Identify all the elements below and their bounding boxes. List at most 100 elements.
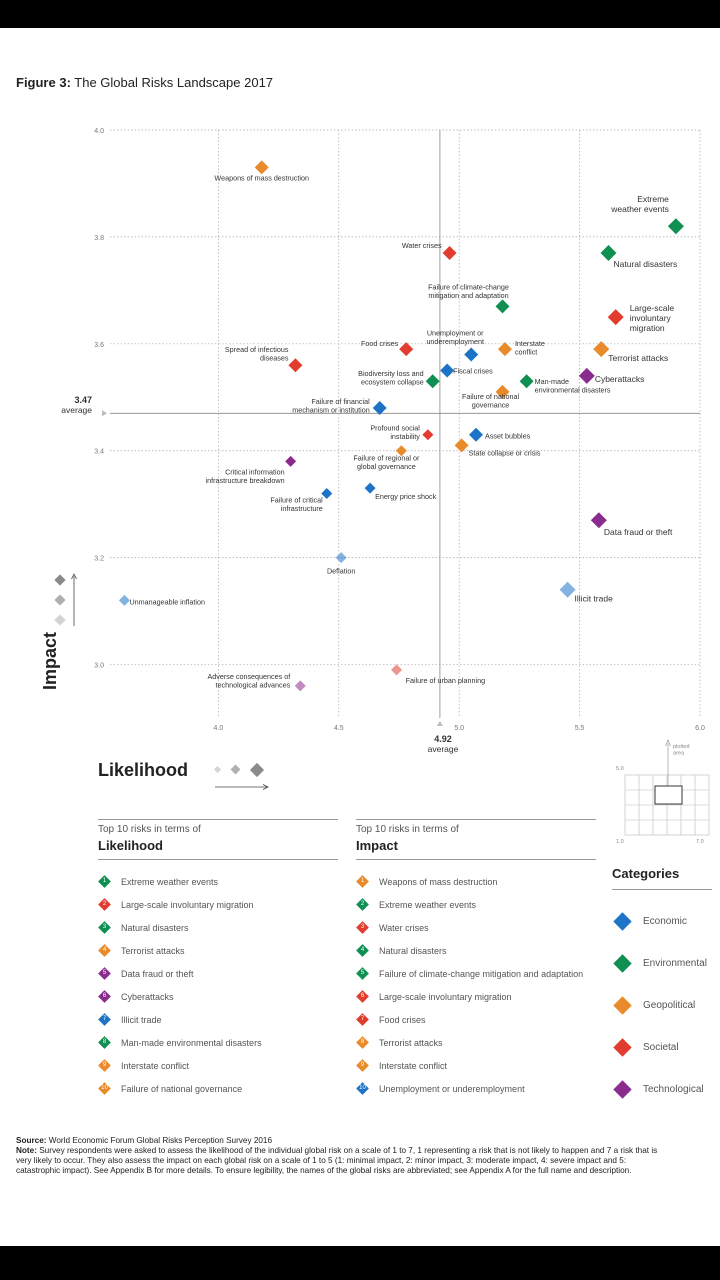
category-label: Technological — [643, 1083, 704, 1095]
figure-prefix: Figure 3: — [16, 75, 71, 90]
impact-item: 8 Terrorist attacks — [356, 1031, 596, 1054]
rank-badge-icon: 6 — [356, 990, 369, 1003]
average-impact-value: 3.47 — [74, 395, 92, 405]
inset-x-left: 1.0 — [616, 839, 624, 845]
category-environmental: Environmental — [612, 942, 712, 984]
label-energy-price-shock: Energy price shock — [375, 492, 437, 501]
category-label: Economic — [643, 915, 687, 927]
label-unemployment-or-underemployment: Unemployment or underemployment — [426, 329, 484, 346]
rank-badge-icon: 3 — [356, 921, 369, 934]
label-failure-of-regional-or-global-governance: Failure of regional or global governance — [353, 454, 420, 471]
y-tick-label: 4.0 — [94, 128, 104, 135]
categories-legend: Categories Economic Environmental Geopolit… — [612, 866, 712, 1110]
label-unmanageable-inflation: Unmanageable inflation — [129, 597, 205, 606]
top10-impact-header: Top 10 risks in terms of — [356, 824, 459, 835]
label-failure-of-national-governance: Failure of national governance — [462, 392, 520, 409]
category-societal: Societal — [612, 1026, 712, 1068]
point-man-made-environmental-disasters — [519, 374, 534, 389]
label-state-collapse-or-crisis: State collapse or crisis — [469, 448, 541, 457]
label-food-crises: Food crises — [361, 339, 399, 348]
likelihood-item-label: Illicit trade — [121, 1014, 162, 1025]
plotted-area-inset: 5.0 1.0 7.0 plotted area — [616, 739, 710, 845]
likelihood-item-label: Cyberattacks — [121, 991, 174, 1002]
point-weapons-of-mass-destruction — [254, 160, 269, 175]
category-geopolitical: Geopolitical — [612, 984, 712, 1026]
impact-item: 3 Water crises — [356, 916, 596, 939]
point-state-collapse-or-crisis — [454, 438, 469, 453]
rank-badge-icon: 9 — [98, 1059, 111, 1072]
top10-impact-title: Impact — [356, 838, 398, 853]
impact-item-label: Extreme weather events — [379, 899, 477, 910]
rank-badge-icon: 8 — [98, 1036, 111, 1049]
rank-badge-icon: 10 — [98, 1082, 111, 1095]
point-data-fraud-or-theft — [590, 512, 607, 529]
likelihood-item: 2 Large-scale involuntary migration — [98, 893, 338, 916]
top-status-bar — [0, 0, 720, 28]
label-adverse-consequences-of-technological-advances: Adverse consequences of technological adv… — [208, 672, 291, 689]
y-tick-label: 3.6 — [94, 342, 104, 349]
x-tick-label: 5.5 — [575, 725, 585, 732]
rank-badge-icon: 4 — [98, 944, 111, 957]
label-fiscal-crises: Fiscal crises — [453, 367, 493, 376]
point-natural-disasters — [600, 244, 617, 261]
top10-likelihood-rule — [98, 859, 338, 860]
top10-likelihood-panel: Top 10 risks in terms of Likelihood 1 Ext… — [98, 824, 338, 1100]
impact-item: 6 Large-scale involuntary migration — [356, 985, 596, 1008]
point-cyberattacks — [578, 367, 595, 384]
label-failure-of-critical-infrastructure: Failure of critical infrastructure — [270, 495, 323, 512]
footer-notes: Source: World Economic Forum Global Risk… — [16, 1136, 720, 1176]
rank-badge-icon: 6 — [98, 990, 111, 1003]
likelihood-item-label: Terrorist attacks — [121, 945, 185, 956]
point-illicit-trade — [559, 581, 576, 598]
note-line-3: catastrophic impact). See Appendix B for… — [16, 1166, 632, 1175]
category-economic: Economic — [612, 900, 712, 942]
x-tick-label: 4.5 — [334, 725, 344, 732]
point-failure-of-climate-change-mitigation-and-adaptation — [495, 299, 510, 314]
impact-item: 10 Unemployment or underemployment — [356, 1077, 596, 1100]
label-illicit-trade: Illicit trade — [575, 594, 614, 604]
rank-badge-icon: 4 — [356, 944, 369, 957]
point-energy-price-shock — [364, 482, 376, 494]
top10-likelihood-title: Likelihood — [98, 838, 163, 853]
point-water-crises — [442, 245, 457, 260]
category-diamond-icon — [613, 953, 632, 973]
point-extreme-weather-events — [667, 218, 684, 235]
impact-item-label: Food crises — [379, 1014, 426, 1025]
x-tick-label: 6.0 — [695, 725, 705, 732]
likelihood-scale-icon — [213, 762, 269, 790]
note-line-1: Survey respondents were asked to assess … — [36, 1146, 658, 1155]
rank-badge-icon: 2 — [356, 898, 369, 911]
likelihood-item-label: Natural disasters — [121, 922, 189, 933]
impact-item-label: Large-scale involuntary migration — [379, 991, 512, 1002]
impact-item-label: Failure of climate-change mitigation and… — [379, 968, 584, 979]
label-large-scale-involuntary-migration: Large-scale involuntary migration — [630, 303, 675, 333]
category-diamond-icon — [613, 911, 632, 931]
label-critical-information-infrastructure-breakdown: Critical information infrastructure break… — [206, 467, 285, 484]
impact-item-label: Water crises — [379, 922, 429, 933]
likelihood-item: 9 Interstate conflict — [98, 1054, 338, 1077]
label-water-crises: Water crises — [402, 241, 442, 250]
likelihood-item: 7 Illicit trade — [98, 1008, 338, 1031]
rank-badge-icon: 5 — [356, 967, 369, 980]
likelihood-item: 5 Data fraud or theft — [98, 962, 338, 985]
impact-axis-title: Impact — [40, 631, 60, 690]
likelihood-item-label: Interstate conflict — [121, 1060, 190, 1071]
impact-item: 9 Interstate conflict — [356, 1054, 596, 1077]
label-deflation: Deflation — [327, 567, 355, 576]
rank-badge-icon: 3 — [98, 921, 111, 934]
y-tick-label: 3.8 — [94, 235, 104, 242]
figure-title-text: The Global Risks Landscape 2017 — [74, 75, 274, 90]
impact-item: 1 Weapons of mass destruction — [356, 870, 596, 893]
category-label: Environmental — [643, 957, 707, 969]
point-adverse-consequences-of-technological-advances — [294, 680, 306, 692]
y-tick-label: 3.0 — [94, 663, 104, 670]
categories-title: Categories — [612, 866, 712, 890]
x-tick-label: 5.0 — [454, 725, 464, 732]
impact-item-label: Weapons of mass destruction — [379, 876, 498, 887]
category-technological: Technological — [612, 1068, 712, 1110]
risk-landscape-chart: 3.0 3.2 3.4 3.6 3.8 4.0 4.0 4.5 5.0 5.5 6.0 Unemplo… — [94, 128, 705, 732]
impact-item: 7 Food crises — [356, 1008, 596, 1031]
point-failure-of-regional-or-global-governance — [395, 445, 407, 457]
average-likelihood-value: 4.92 — [434, 734, 452, 744]
likelihood-item-label: Man-made environmental disasters — [121, 1037, 262, 1048]
